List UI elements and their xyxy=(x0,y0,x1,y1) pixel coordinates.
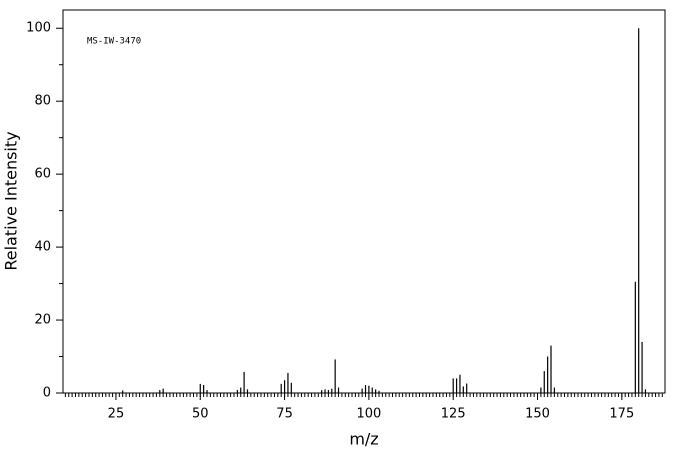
x-axis-label: m/z xyxy=(349,430,378,449)
y-tick-label: 40 xyxy=(34,240,51,255)
y-tick-label: 80 xyxy=(34,94,51,109)
x-tick-label: 25 xyxy=(108,407,125,422)
y-tick-label: 60 xyxy=(34,167,51,182)
y-tick-label: 0 xyxy=(43,386,51,401)
y-tick-label: 100 xyxy=(26,21,51,36)
x-tick-label: 150 xyxy=(525,407,550,422)
plot-frame xyxy=(62,9,666,394)
x-tick-label: 50 xyxy=(192,407,209,422)
y-axis-label: Relative Intensity xyxy=(2,131,21,270)
annotation: MS-IW-3470 xyxy=(87,37,141,47)
y-tick-label: 20 xyxy=(34,313,51,328)
x-tick-label: 125 xyxy=(441,407,466,422)
x-tick-label: 175 xyxy=(609,407,634,422)
x-tick-label: 100 xyxy=(356,407,381,422)
x-tick-label: 75 xyxy=(276,407,293,422)
